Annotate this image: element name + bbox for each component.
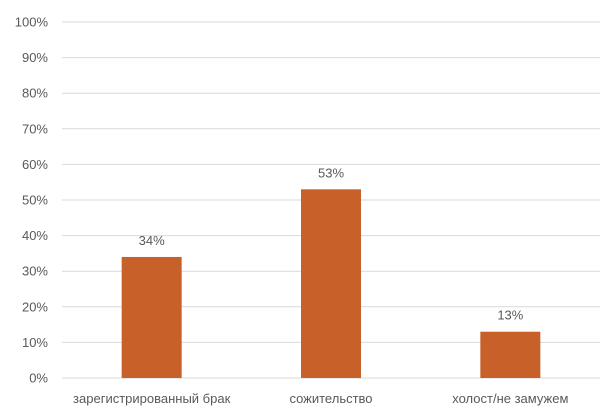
y-tick-label: 80% [22, 86, 48, 101]
y-tick-label: 60% [22, 157, 48, 172]
x-axis-ticks: зарегистрированный брак сожительство холос… [73, 391, 568, 406]
data-labels: 34% 53% 13% [139, 165, 524, 322]
bar [121, 256, 182, 378]
y-tick-label: 20% [22, 299, 48, 314]
y-tick-label: 50% [22, 193, 48, 208]
y-tick-label: 40% [22, 228, 48, 243]
y-tick-label: 90% [22, 50, 48, 65]
data-label: 53% [318, 165, 344, 180]
y-tick-label: 30% [22, 264, 48, 279]
y-tick-label: 100% [15, 15, 49, 30]
x-tick-label: зарегистрированный брак [73, 391, 231, 406]
bar [480, 331, 541, 378]
data-label: 13% [497, 308, 523, 323]
y-tick-label: 0% [29, 371, 48, 386]
data-label: 34% [139, 233, 165, 248]
y-axis-ticks: 0% 10% 20% 30% 40% 50% 60% 70% 80% 90% 100% [15, 15, 49, 386]
bar [301, 189, 361, 378]
y-tick-label: 70% [22, 121, 48, 136]
x-tick-label: сожительство [289, 391, 372, 406]
y-tick-label: 10% [22, 335, 48, 350]
bars [121, 189, 541, 378]
x-tick-label: холост/не замужем [452, 391, 568, 406]
